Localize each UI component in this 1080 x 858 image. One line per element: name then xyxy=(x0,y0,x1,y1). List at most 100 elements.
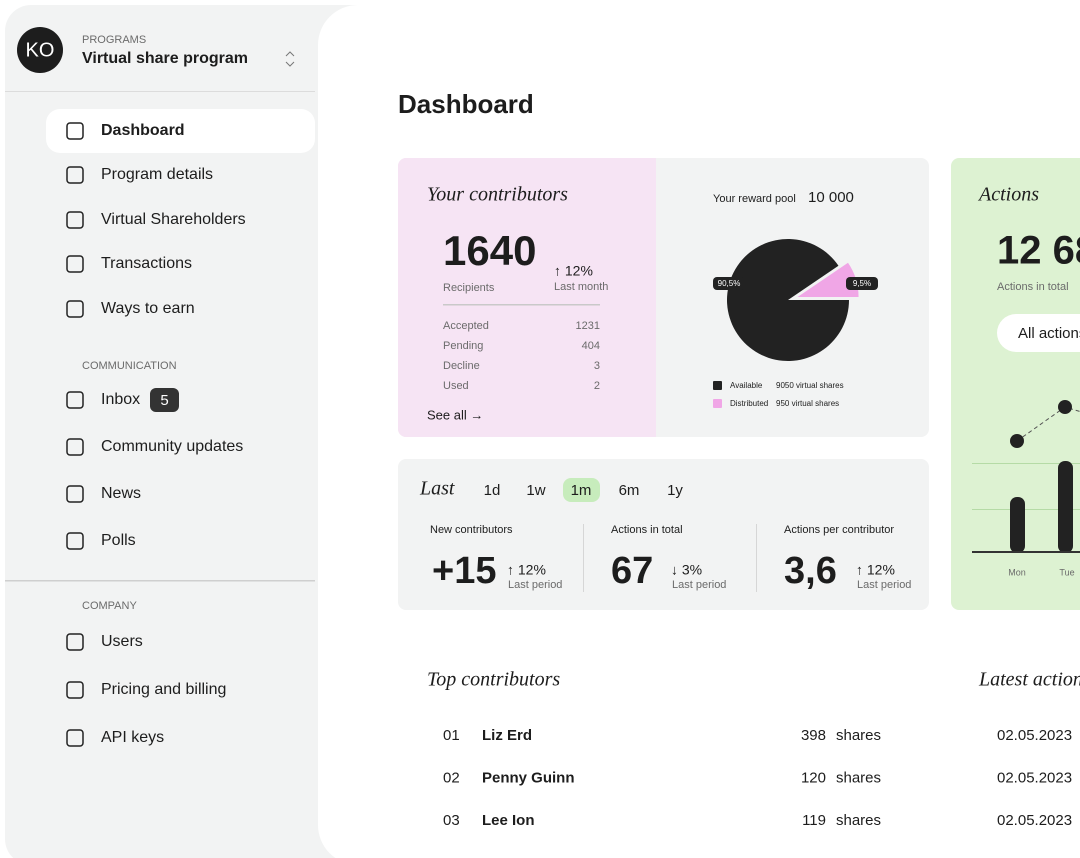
card-panel xyxy=(398,158,656,437)
day-label: Tue xyxy=(1059,567,1074,577)
sidebar xyxy=(5,5,405,858)
divider xyxy=(5,91,315,92)
stat-value: 3,6 xyxy=(784,550,837,592)
stat-change-label: Last period xyxy=(508,579,562,591)
filter[interactable] xyxy=(997,314,1080,352)
nav-icon xyxy=(66,255,84,273)
shares: 120 xyxy=(801,769,826,786)
stat-label: Actions per contributor xyxy=(784,524,894,536)
nav-icon xyxy=(66,729,84,747)
nav-icon xyxy=(66,166,84,184)
nav-label[interactable]: News xyxy=(101,485,141,502)
pie-label: 9,5% xyxy=(853,279,871,288)
nav-icon xyxy=(66,681,84,699)
baseline xyxy=(972,551,1080,553)
legend-detail: 9050 virtual shares xyxy=(776,381,844,390)
nav-icon xyxy=(66,438,84,456)
period-option[interactable]: 1y xyxy=(667,482,683,499)
nav-label[interactable]: Transactions xyxy=(101,255,192,272)
stat-value: 67 xyxy=(611,550,653,592)
logo xyxy=(17,27,63,73)
section-title: Latest actions xyxy=(978,669,1080,691)
row-value: 2 xyxy=(594,380,600,392)
chevron[interactable] xyxy=(285,51,295,67)
nav-label[interactable]: Virtual Shareholders xyxy=(101,211,246,228)
rank: 03 xyxy=(443,812,460,829)
nav-icon xyxy=(66,391,84,409)
bar xyxy=(1058,461,1073,553)
nav-label[interactable]: Program details xyxy=(101,166,213,183)
unit: shares xyxy=(836,727,881,744)
stat-label: Actions in total xyxy=(611,524,683,536)
date: 02.05.2023 xyxy=(997,727,1072,744)
period-option[interactable]: 1m xyxy=(571,482,592,499)
period-active xyxy=(563,478,600,502)
page-title: Dashboard xyxy=(398,89,534,119)
total-label: Actions in total xyxy=(997,281,1069,293)
nav-icon xyxy=(66,532,84,550)
divider xyxy=(583,524,584,592)
unit: shares xyxy=(836,812,881,829)
date: 02.05.2023 xyxy=(997,812,1072,829)
row-value: 1231 xyxy=(576,320,600,332)
shares: 119 xyxy=(802,812,826,829)
pie-slice xyxy=(797,262,859,298)
badge-count: 5 xyxy=(160,392,168,409)
legend-swatch xyxy=(713,399,722,408)
big-number: 1640 xyxy=(443,227,536,274)
stat-change: ↑ 12% xyxy=(856,562,895,578)
rank: 01 xyxy=(443,727,460,744)
pool-title: Your reward pool xyxy=(713,193,796,205)
period-option[interactable]: 6m xyxy=(619,482,640,499)
nav-label[interactable]: Polls xyxy=(101,532,136,549)
nav-label[interactable]: Pricing and billing xyxy=(101,681,226,698)
card-title: Actions xyxy=(977,184,1039,206)
stat-change: ↑ 12% xyxy=(507,562,546,578)
actions-chart xyxy=(972,400,1080,553)
nav-label[interactable]: API keys xyxy=(101,729,164,746)
legend-detail: 950 virtual shares xyxy=(776,399,839,408)
stat-change: ↓ 3% xyxy=(671,562,702,578)
legend-name: Distributed xyxy=(730,399,768,408)
change-label: Last month xyxy=(554,281,608,293)
point xyxy=(1058,400,1072,414)
nav-label[interactable]: Inbox xyxy=(101,391,140,408)
nav-label[interactable]: Dashboard xyxy=(101,122,185,139)
section-title: Top contributors xyxy=(427,669,560,691)
pie-label-bg xyxy=(846,277,878,290)
row-value: 3 xyxy=(594,360,600,372)
pie-label: 90,5% xyxy=(718,279,741,288)
period-title: Last xyxy=(419,478,455,500)
grid-line xyxy=(972,509,1080,510)
nav-label[interactable]: Ways to earn xyxy=(101,300,195,317)
name: Penny Guinn xyxy=(482,769,575,786)
stat-value: +15 xyxy=(432,550,496,592)
nav-label[interactable]: Users xyxy=(101,633,143,650)
row-label: Accepted xyxy=(443,320,489,332)
nav-label[interactable]: Community updates xyxy=(101,438,243,455)
period-option[interactable]: 1d xyxy=(484,482,501,499)
filter-label[interactable]: All actions xyxy=(1018,325,1080,342)
bar xyxy=(1010,497,1025,553)
card-title: Your contributors xyxy=(427,184,568,206)
row-label: Pending xyxy=(443,340,483,352)
divider xyxy=(756,524,757,592)
big-number: 12 68 xyxy=(997,229,1080,273)
period-option[interactable]: 1w xyxy=(526,482,545,499)
section-label: COMPANY xyxy=(82,600,137,612)
section-label: COMMUNICATION xyxy=(82,360,177,372)
row-value: 404 xyxy=(582,340,600,352)
program-name[interactable]: Virtual share program xyxy=(82,50,248,67)
card xyxy=(398,459,929,610)
link[interactable]: See all → xyxy=(427,407,483,422)
nav-icon xyxy=(66,122,84,140)
stat-label: New contributors xyxy=(430,524,513,536)
nav-icon xyxy=(66,633,84,651)
section-label: PROGRAMS xyxy=(82,34,146,46)
nav-icon xyxy=(66,300,84,318)
active-nav xyxy=(46,109,315,153)
unit: shares xyxy=(836,769,881,786)
row-label: Decline xyxy=(443,360,480,372)
day-label: Mon xyxy=(1008,567,1026,577)
